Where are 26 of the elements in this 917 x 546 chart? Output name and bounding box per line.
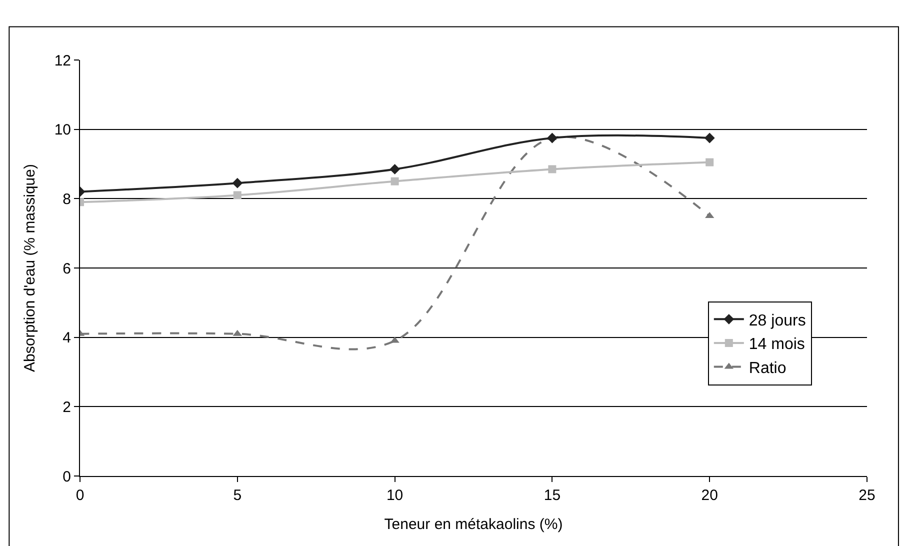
y-tick-label: 0	[62, 468, 71, 486]
point	[233, 191, 242, 200]
y-tick-label: 4	[62, 330, 71, 347]
y-tick-label: 10	[54, 122, 71, 139]
x-tick-label: 20	[701, 487, 718, 504]
y-tick-label: 8	[62, 190, 71, 208]
y-axis-title: Absorption d'eau (% massique)	[22, 164, 39, 372]
x-axis-title: Teneur en métakaolins (%)	[384, 516, 563, 533]
point	[232, 178, 243, 188]
x-tick-label: 25	[858, 487, 876, 504]
x-tick-label: 0	[76, 487, 84, 504]
legend-label: Ratio	[748, 360, 786, 378]
y-tick-label: 12	[54, 52, 71, 70]
point	[706, 158, 714, 166]
point	[390, 164, 400, 174]
point	[548, 165, 556, 174]
point	[547, 132, 558, 144]
x-tick-label: 5	[233, 487, 242, 504]
x-tick-label: 15	[544, 487, 561, 504]
point	[704, 132, 715, 144]
legend-label: 28 jours	[748, 312, 806, 330]
y-tick-label: 6	[62, 260, 71, 278]
y-tick-label: 2	[62, 398, 71, 416]
legend-label: 14 mois	[748, 336, 805, 354]
point	[390, 177, 399, 186]
x-tick-label: 10	[386, 487, 404, 504]
